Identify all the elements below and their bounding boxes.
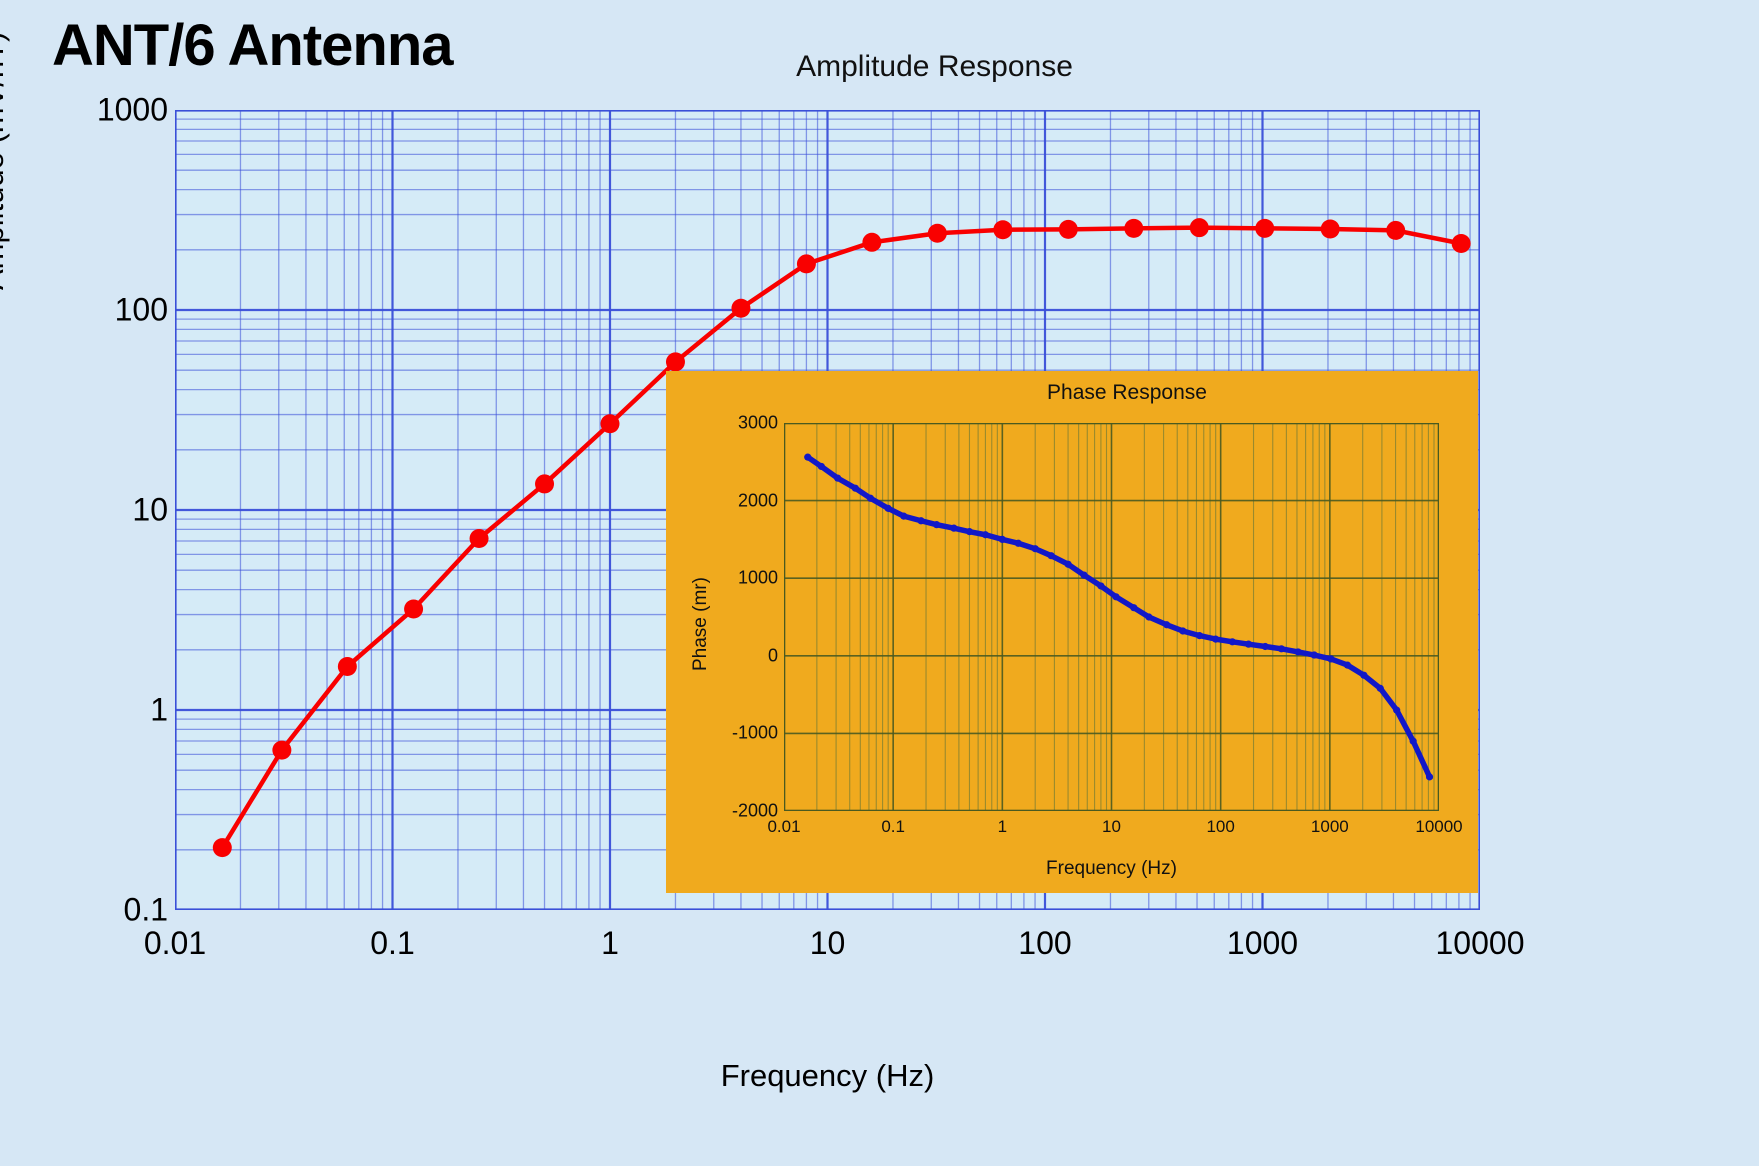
phase-chart-title: Phase Response bbox=[666, 381, 1478, 405]
phase-y-tick: 3000 bbox=[737, 412, 778, 433]
phase-y-tick: -1000 bbox=[731, 722, 778, 743]
amplitude-y-tick: 100 bbox=[114, 291, 168, 328]
phase-x-tick: 100 bbox=[1206, 817, 1235, 836]
phase-x-tick: 1000 bbox=[1310, 817, 1349, 836]
amplitude-x-tick: 0.01 bbox=[143, 925, 207, 961]
phase-x-axis-label: Frequency (Hz) bbox=[1046, 858, 1177, 879]
amplitude-x-tick: 0.1 bbox=[370, 925, 415, 961]
amplitude-y-tick: 0.1 bbox=[123, 891, 168, 928]
page-title: ANT/6 Antenna bbox=[52, 13, 454, 78]
phase-inset-panel: Phase Response Phase (mr) Frequency (Hz)… bbox=[666, 371, 1478, 893]
amplitude-y-tick-group: 1000 100 10 1 0.1 bbox=[0, 92, 168, 928]
phase-x-tick: 0.01 bbox=[767, 817, 801, 836]
amplitude-series bbox=[212, 218, 1471, 858]
phase-y-tick: 2000 bbox=[737, 490, 778, 511]
amplitude-x-tick: 10000 bbox=[1435, 925, 1525, 961]
phase-x-tick: 1 bbox=[997, 817, 1008, 836]
phase-plot-svg bbox=[784, 423, 1439, 811]
amplitude-y-tick: 10 bbox=[132, 491, 168, 528]
amplitude-x-tick-group: 0.01 0.1 1 10 100 1000 10000 bbox=[144, 925, 1525, 971]
amplitude-chart-title: Amplitude Response bbox=[0, 50, 1759, 84]
phase-y-tick-group: 3000 2000 1000 0 -1000 -2000 bbox=[706, 413, 778, 821]
phase-x-tick: 10 bbox=[1102, 817, 1121, 836]
phase-x-tick-group: 0.01 0.1 1 10 100 1000 10000 bbox=[767, 817, 1462, 847]
phase-x-tick: 10000 bbox=[1415, 817, 1463, 836]
phase-y-tick: 1000 bbox=[737, 567, 778, 588]
phase-series bbox=[804, 453, 1434, 781]
phase-x-tick: 0.1 bbox=[881, 817, 905, 836]
amplitude-x-axis-label: Frequency (Hz) bbox=[720, 1058, 935, 1093]
phase-y-tick: -2000 bbox=[731, 800, 778, 821]
amplitude-x-tick: 100 bbox=[1018, 925, 1072, 961]
phase-chart-title-text: Phase Response bbox=[1047, 381, 1207, 404]
phase-y-tick: 0 bbox=[767, 645, 778, 666]
amplitude-x-tick: 10 bbox=[809, 925, 846, 961]
phase-plot-area bbox=[784, 423, 1439, 811]
amplitude-x-tick: 1 bbox=[601, 925, 619, 961]
amplitude-y-tick: 1 bbox=[150, 691, 168, 728]
amplitude-y-tick: 1000 bbox=[96, 91, 168, 128]
amplitude-chart-title-text: Amplitude Response bbox=[796, 50, 1073, 83]
amplitude-x-tick: 1000 bbox=[1226, 925, 1299, 961]
